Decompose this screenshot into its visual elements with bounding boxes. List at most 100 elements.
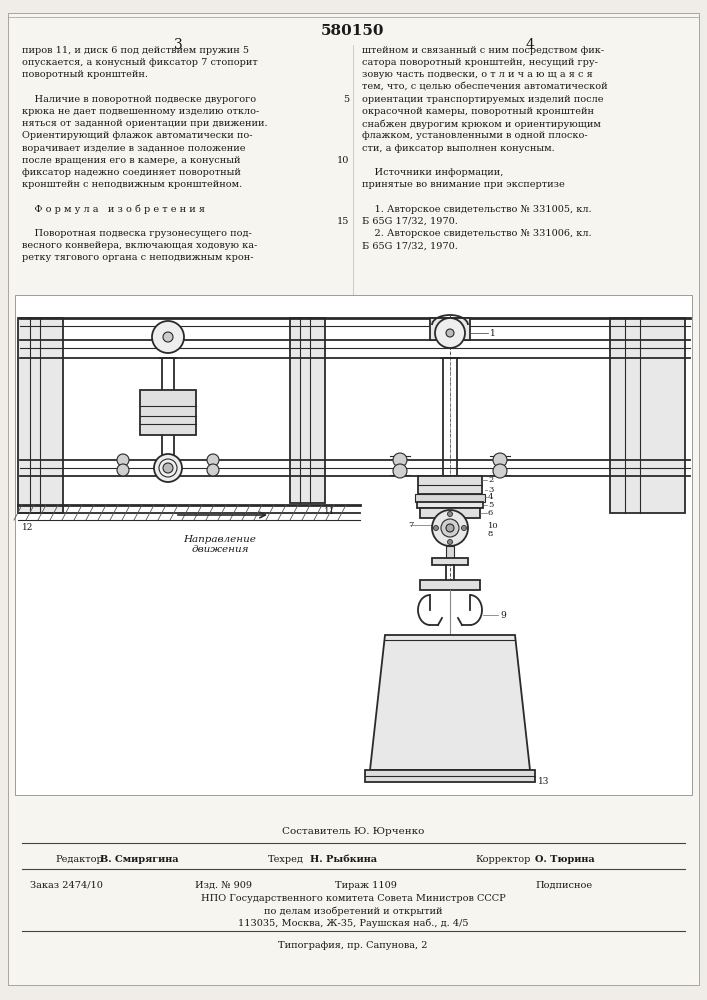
Text: 12: 12 (22, 524, 33, 532)
Text: 2: 2 (488, 476, 493, 484)
Circle shape (435, 318, 465, 348)
Bar (415, 494, 485, 502)
Text: няться от заданной ориентации при движении.: няться от заданной ориентации при движен… (22, 119, 268, 128)
Circle shape (462, 526, 467, 530)
Text: тем, что, с целью обеспечения автоматической: тем, что, с целью обеспечения автоматиче… (362, 83, 607, 92)
Text: зовую часть подвески, о т л и ч а ю щ а я с я: зовую часть подвески, о т л и ч а ю щ а … (362, 70, 592, 79)
Text: 3: 3 (174, 38, 182, 52)
Text: Редактор: Редактор (55, 855, 103, 864)
Text: 15: 15 (337, 217, 349, 226)
Text: Типография, пр. Сапунова, 2: Типография, пр. Сапунова, 2 (279, 941, 428, 950)
Text: Наличие в поворотной подвеске двурогого: Наличие в поворотной подвеске двурогого (22, 95, 256, 104)
Text: ворачивает изделие в заданное положение: ворачивает изделие в заданное положение (22, 144, 245, 153)
Bar (15, 295, 692, 795)
Text: Направление
движения: Направление движения (184, 535, 257, 554)
Text: 8: 8 (488, 530, 493, 538)
Text: 5: 5 (488, 501, 493, 509)
Bar (432, 558, 468, 565)
Bar (140, 390, 196, 435)
Circle shape (448, 512, 452, 516)
Circle shape (446, 329, 454, 337)
Text: 7: 7 (408, 521, 414, 529)
Text: Источники информации,: Источники информации, (362, 168, 503, 177)
Text: 113035, Москва, Ж-35, Раушская наб., д. 4/5: 113035, Москва, Ж-35, Раушская наб., д. … (238, 918, 468, 928)
Text: снабжен двурогим крюком и ориентирующим: снабжен двурогим крюком и ориентирующим (362, 119, 601, 129)
Text: после вращения его в камере, а конусный: после вращения его в камере, а конусный (22, 156, 240, 165)
Circle shape (433, 526, 438, 530)
Polygon shape (370, 635, 530, 770)
Text: Тираж 1109: Тираж 1109 (335, 881, 397, 890)
Text: Корректор: Корректор (475, 855, 530, 864)
Text: 4: 4 (488, 493, 493, 501)
Text: по делам изобретений и открытий: по делам изобретений и открытий (264, 906, 443, 916)
Text: Поворотная подвеска грузонесущего под-: Поворотная подвеска грузонесущего под- (22, 229, 252, 238)
Text: Б 65G 17/32, 1970.: Б 65G 17/32, 1970. (362, 217, 458, 226)
Text: Техред: Техред (268, 855, 304, 864)
Text: Заказ 2474/10: Заказ 2474/10 (30, 881, 103, 890)
Circle shape (393, 453, 407, 467)
Bar (420, 580, 480, 590)
Text: Ф о р м у л а   и з о б р е т е н и я: Ф о р м у л а и з о б р е т е н и я (22, 205, 205, 214)
Circle shape (117, 454, 129, 466)
Text: 4: 4 (525, 38, 534, 52)
Text: поворотный кронштейн.: поворотный кронштейн. (22, 70, 148, 79)
Text: Б 65G 17/32, 1970.: Б 65G 17/32, 1970. (362, 241, 458, 250)
Text: весного конвейера, включающая ходовую ка-: весного конвейера, включающая ходовую ка… (22, 241, 257, 250)
Bar (418, 476, 482, 494)
Text: 1: 1 (490, 328, 496, 338)
Text: НПО Государственного комитета Совета Министров СССР: НПО Государственного комитета Совета Мин… (201, 894, 506, 903)
Text: 13: 13 (538, 778, 549, 786)
Text: ретку тягового органа с неподвижным крон-: ретку тягового органа с неподвижным крон… (22, 253, 254, 262)
Bar (446, 546, 454, 558)
Circle shape (448, 540, 452, 544)
Bar (610, 318, 685, 513)
Text: Ориентирующий флажок автоматически по-: Ориентирующий флажок автоматически по- (22, 131, 252, 140)
Text: штейном и связанный с ним посредством фик-: штейном и связанный с ним посредством фи… (362, 46, 604, 55)
Circle shape (163, 332, 173, 342)
Text: Н. Рыбкина: Н. Рыбкина (310, 855, 377, 864)
Circle shape (493, 464, 507, 478)
Text: Изд. № 909: Изд. № 909 (195, 881, 252, 890)
Text: 580150: 580150 (321, 24, 385, 38)
Text: флажком, установленными в одной плоско-: флажком, установленными в одной плоско- (362, 131, 588, 140)
Text: 3: 3 (488, 486, 493, 494)
Circle shape (152, 321, 184, 353)
Bar (430, 318, 470, 340)
Text: 5: 5 (343, 95, 349, 104)
Text: ориентации транспортируемых изделий после: ориентации транспортируемых изделий посл… (362, 95, 604, 104)
Circle shape (207, 454, 219, 466)
Bar (417, 502, 483, 508)
Circle shape (441, 519, 459, 537)
Circle shape (432, 510, 468, 546)
Text: принятые во внимание при экспертизе: принятые во внимание при экспертизе (362, 180, 565, 189)
Text: 10: 10 (337, 156, 349, 165)
Circle shape (163, 463, 173, 473)
Text: Составитель Ю. Юрченко: Составитель Ю. Юрченко (282, 827, 424, 836)
Text: фиксатор надежно соединяет поворотный: фиксатор надежно соединяет поворотный (22, 168, 241, 177)
Text: О. Тюрина: О. Тюрина (535, 855, 595, 864)
Text: 10: 10 (488, 522, 498, 530)
Circle shape (393, 464, 407, 478)
Bar (365, 770, 535, 782)
Text: В. Смирягина: В. Смирягина (100, 855, 179, 864)
Bar (420, 508, 480, 518)
Text: крюка не дает подвешенному изделию откло-: крюка не дает подвешенному изделию откло… (22, 107, 259, 116)
Text: 1. Авторское свидетельство № 331005, кл.: 1. Авторское свидетельство № 331005, кл. (362, 205, 592, 214)
Text: кронштейн с неподвижным кронштейном.: кронштейн с неподвижным кронштейном. (22, 180, 243, 189)
Bar (18, 318, 63, 513)
Circle shape (493, 453, 507, 467)
Text: 2. Авторское свидетельство № 331006, кл.: 2. Авторское свидетельство № 331006, кл. (362, 229, 592, 238)
Text: 6: 6 (488, 509, 493, 517)
Text: сти, а фиксатор выполнен конусным.: сти, а фиксатор выполнен конусным. (362, 144, 555, 153)
Text: 11: 11 (324, 508, 336, 516)
Circle shape (446, 524, 454, 532)
Text: пиров 11, и диск 6 под действием пружин 5: пиров 11, и диск 6 под действием пружин … (22, 46, 249, 55)
Text: Подписное: Подписное (535, 881, 592, 890)
Circle shape (117, 464, 129, 476)
Circle shape (154, 454, 182, 482)
Circle shape (207, 464, 219, 476)
Bar (290, 318, 325, 503)
Text: сатора поворотный кронштейн, несущий гру-: сатора поворотный кронштейн, несущий гру… (362, 58, 598, 67)
Text: 9: 9 (500, 610, 506, 619)
Text: окрасочной камеры, поворотный кронштейн: окрасочной камеры, поворотный кронштейн (362, 107, 594, 116)
